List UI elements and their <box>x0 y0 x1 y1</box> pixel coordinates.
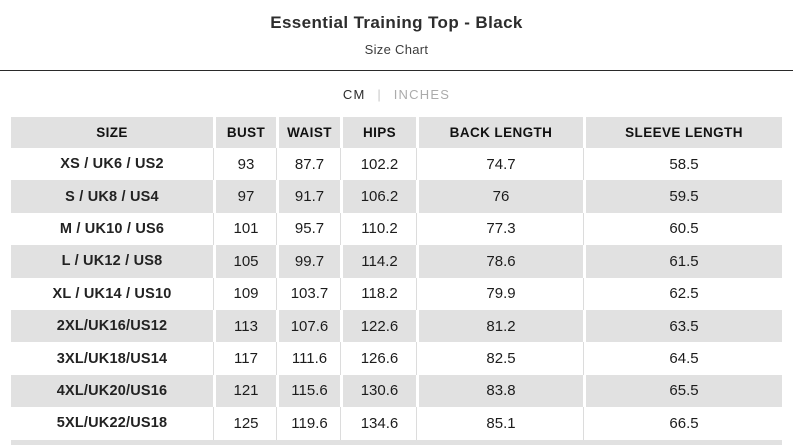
sleeve-length-cell: 61.5 <box>583 245 782 278</box>
back-length-cell: 83.8 <box>416 374 583 408</box>
bust-cell: 101 <box>213 212 276 246</box>
hips-cell: 122.6 <box>340 309 416 343</box>
hips-cell: 114.2 <box>340 245 416 278</box>
bust-cell: 105 <box>213 245 276 278</box>
hips-cell: 130.6 <box>340 374 416 408</box>
sleeve-length-cell: 58.5 <box>583 148 782 181</box>
sleeve-length-cell: 63.5 <box>583 309 782 343</box>
unit-toggle-separator: | <box>377 87 382 102</box>
size-cell: L / UK12 / US8 <box>11 245 213 278</box>
size-cell: S / UK8 / US4 <box>11 180 213 213</box>
hips-cell: 126.6 <box>340 342 416 375</box>
sleeve-length-cell: 59.5 <box>583 180 782 213</box>
bust-cell: 97 <box>213 180 276 213</box>
table-row: XL / UK14 / US10 109 103.7 118.2 79.9 62… <box>11 277 782 310</box>
unit-option-cm[interactable]: CM <box>342 87 366 102</box>
sleeve-length-cell: 60.5 <box>583 212 782 246</box>
waist-cell: 91.7 <box>276 180 340 213</box>
table-row: 2XL/UK16/US12 113 107.6 122.6 81.2 63.5 <box>11 309 782 343</box>
size-cell: 2XL/UK16/US12 <box>11 309 213 343</box>
waist-cell: 111.6 <box>276 342 340 375</box>
waist-cell: 103.7 <box>276 277 340 310</box>
sleeve-length-cell: 65.5 <box>583 374 782 408</box>
table-row: 3XL/UK18/US14 117 111.6 126.6 82.5 64.5 <box>11 342 782 375</box>
table-row: M / UK10 / US6 101 95.7 110.2 77.3 60.5 <box>11 212 782 246</box>
column-header-size: SIZE <box>11 117 213 148</box>
waist-cell: 99.7 <box>276 245 340 278</box>
back-length-cell: 82.5 <box>416 342 583 375</box>
size-chart-table: SIZE BUST WAIST HIPS BACK LENGTH SLEEVE … <box>11 117 782 440</box>
column-header-back-length: BACK LENGTH <box>416 117 583 148</box>
column-header-waist: WAIST <box>276 117 340 148</box>
back-length-cell: 81.2 <box>416 309 583 343</box>
back-length-cell: 76 <box>416 180 583 213</box>
bust-cell: 113 <box>213 309 276 343</box>
header-divider <box>0 70 793 71</box>
bust-cell: 117 <box>213 342 276 375</box>
unit-toggle: CM | INCHES <box>0 87 793 103</box>
table-row: XS / UK6 / US2 93 87.7 102.2 74.7 58.5 <box>11 148 782 181</box>
partial-next-row-strip <box>11 439 782 445</box>
waist-cell: 95.7 <box>276 212 340 246</box>
table-row: 5XL/UK22/US18 125 119.6 134.6 85.1 66.5 <box>11 407 782 440</box>
back-length-cell: 74.7 <box>416 148 583 181</box>
waist-cell: 115.6 <box>276 374 340 408</box>
sleeve-length-cell: 66.5 <box>583 407 782 440</box>
hips-cell: 110.2 <box>340 212 416 246</box>
back-length-cell: 77.3 <box>416 212 583 246</box>
back-length-cell: 85.1 <box>416 407 583 440</box>
column-header-sleeve-length: SLEEVE LENGTH <box>583 117 782 148</box>
size-cell: XL / UK14 / US10 <box>11 277 213 310</box>
table-row: 4XL/UK20/US16 121 115.6 130.6 83.8 65.5 <box>11 374 782 408</box>
sleeve-length-cell: 62.5 <box>583 277 782 310</box>
table-row: S / UK8 / US4 97 91.7 106.2 76 59.5 <box>11 180 782 213</box>
unit-option-inches[interactable]: INCHES <box>393 87 451 102</box>
back-length-cell: 78.6 <box>416 245 583 278</box>
hips-cell: 134.6 <box>340 407 416 440</box>
page-title: Essential Training Top - Black <box>270 13 523 32</box>
hips-cell: 102.2 <box>340 148 416 181</box>
bust-cell: 109 <box>213 277 276 310</box>
page-subtitle: Size Chart <box>364 42 429 57</box>
sleeve-length-cell: 64.5 <box>583 342 782 375</box>
hips-cell: 118.2 <box>340 277 416 310</box>
waist-cell: 87.7 <box>276 148 340 181</box>
size-cell: 3XL/UK18/US14 <box>11 342 213 375</box>
waist-cell: 119.6 <box>276 407 340 440</box>
bust-cell: 93 <box>213 148 276 181</box>
table-header-row: SIZE BUST WAIST HIPS BACK LENGTH SLEEVE … <box>11 117 782 148</box>
hips-cell: 106.2 <box>340 180 416 213</box>
waist-cell: 107.6 <box>276 309 340 343</box>
column-header-bust: BUST <box>213 117 276 148</box>
back-length-cell: 79.9 <box>416 277 583 310</box>
column-header-hips: HIPS <box>340 117 416 148</box>
size-cell: M / UK10 / US6 <box>11 212 213 246</box>
page-header: Essential Training Top - Black Size Char… <box>0 0 793 57</box>
size-cell: XS / UK6 / US2 <box>11 148 213 181</box>
bust-cell: 121 <box>213 374 276 408</box>
table-row: L / UK12 / US8 105 99.7 114.2 78.6 61.5 <box>11 245 782 278</box>
bust-cell: 125 <box>213 407 276 440</box>
size-cell: 5XL/UK22/US18 <box>11 407 213 440</box>
size-cell: 4XL/UK20/US16 <box>11 374 213 408</box>
